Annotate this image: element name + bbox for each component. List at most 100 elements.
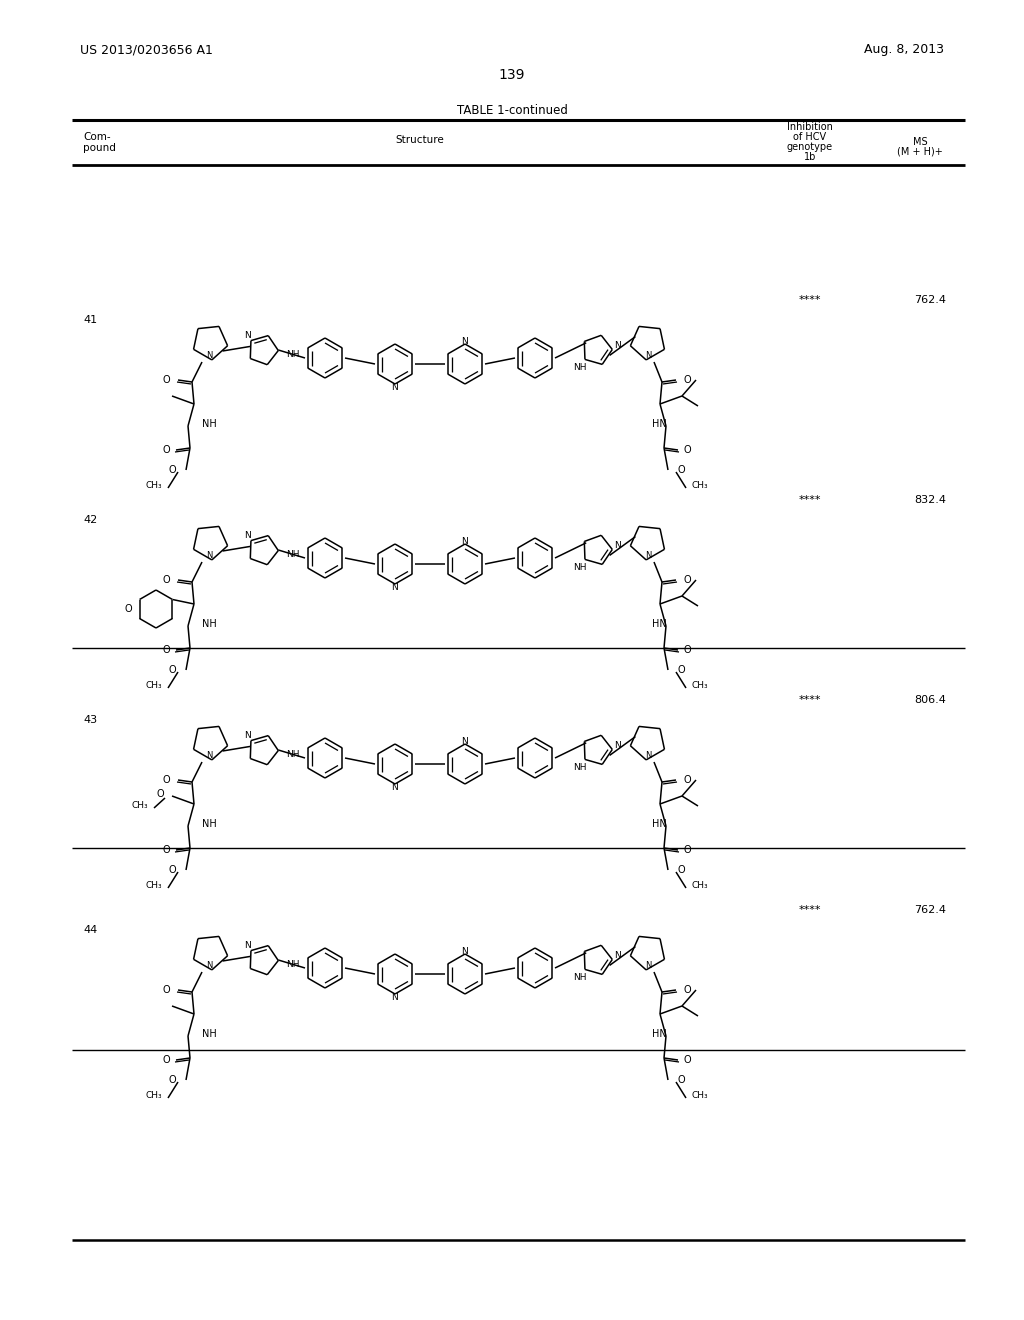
- Text: of HCV: of HCV: [794, 132, 826, 143]
- Text: N: N: [245, 730, 251, 739]
- Text: O: O: [157, 789, 164, 799]
- Text: O: O: [678, 1074, 686, 1085]
- Text: O: O: [683, 775, 690, 785]
- Text: NH: NH: [287, 350, 300, 359]
- Text: N: N: [645, 961, 651, 970]
- Text: 832.4: 832.4: [914, 495, 946, 506]
- Text: CH₃: CH₃: [131, 801, 148, 810]
- Text: CH₃: CH₃: [145, 882, 162, 891]
- Text: N: N: [206, 751, 213, 760]
- Text: 44: 44: [83, 925, 97, 935]
- Text: O: O: [163, 775, 170, 785]
- Text: O: O: [684, 845, 691, 855]
- Text: O: O: [163, 645, 170, 655]
- Text: O: O: [163, 985, 170, 995]
- Text: NH: NH: [573, 763, 587, 772]
- Text: pound: pound: [83, 143, 116, 153]
- Text: O: O: [163, 1055, 170, 1065]
- Text: O: O: [124, 605, 132, 614]
- Text: 1b: 1b: [804, 152, 816, 162]
- Text: N: N: [462, 337, 468, 346]
- Text: CH₃: CH₃: [145, 482, 162, 491]
- Text: ****: ****: [799, 495, 821, 506]
- Text: NH: NH: [202, 1030, 217, 1039]
- Text: NH: NH: [573, 973, 587, 982]
- Text: O: O: [168, 465, 176, 475]
- Text: NH: NH: [287, 960, 300, 969]
- Text: N: N: [614, 341, 621, 350]
- Text: TABLE 1-continued: TABLE 1-continued: [457, 103, 567, 116]
- Text: HN: HN: [652, 418, 667, 429]
- Text: N: N: [391, 582, 398, 591]
- Text: ****: ****: [799, 906, 821, 915]
- Text: O: O: [683, 576, 690, 585]
- Text: (M + H)+: (M + H)+: [897, 147, 943, 157]
- Text: O: O: [683, 375, 690, 385]
- Text: O: O: [683, 985, 690, 995]
- Text: 139: 139: [499, 69, 525, 82]
- Text: N: N: [245, 531, 251, 540]
- Text: N: N: [206, 351, 213, 360]
- Text: N: N: [245, 330, 251, 339]
- Text: CH₃: CH₃: [145, 681, 162, 690]
- Text: O: O: [163, 445, 170, 455]
- Text: 762.4: 762.4: [914, 294, 946, 305]
- Text: CH₃: CH₃: [692, 482, 709, 491]
- Text: O: O: [168, 1074, 176, 1085]
- Text: N: N: [462, 536, 468, 545]
- Text: 42: 42: [83, 515, 97, 525]
- Text: O: O: [678, 465, 686, 475]
- Text: Structure: Structure: [395, 135, 444, 145]
- Text: N: N: [206, 552, 213, 561]
- Text: genotype: genotype: [786, 143, 834, 152]
- Text: Com-: Com-: [83, 132, 111, 143]
- Text: CH₃: CH₃: [692, 882, 709, 891]
- Text: N: N: [391, 783, 398, 792]
- Text: Inhibition: Inhibition: [787, 121, 833, 132]
- Text: HN: HN: [652, 818, 667, 829]
- Text: NH: NH: [573, 562, 587, 572]
- Text: O: O: [163, 845, 170, 855]
- Text: O: O: [678, 865, 686, 875]
- Text: ****: ****: [799, 696, 821, 705]
- Text: NH: NH: [287, 750, 300, 759]
- Text: N: N: [391, 993, 398, 1002]
- Text: O: O: [163, 576, 170, 585]
- Text: NH: NH: [287, 550, 300, 560]
- Text: NH: NH: [573, 363, 587, 372]
- Text: O: O: [684, 1055, 691, 1065]
- Text: N: N: [391, 383, 398, 392]
- Text: O: O: [684, 445, 691, 455]
- Text: N: N: [245, 941, 251, 949]
- Text: US 2013/0203656 A1: US 2013/0203656 A1: [80, 44, 213, 57]
- Text: N: N: [462, 737, 468, 746]
- Text: O: O: [168, 865, 176, 875]
- Text: 806.4: 806.4: [914, 696, 946, 705]
- Text: HN: HN: [652, 1030, 667, 1039]
- Text: N: N: [645, 751, 651, 760]
- Text: O: O: [168, 665, 176, 675]
- Text: HN: HN: [652, 619, 667, 630]
- Text: MS: MS: [912, 137, 928, 147]
- Text: N: N: [614, 541, 621, 550]
- Text: N: N: [645, 552, 651, 561]
- Text: N: N: [614, 950, 621, 960]
- Text: CH₃: CH₃: [692, 681, 709, 690]
- Text: O: O: [163, 375, 170, 385]
- Text: N: N: [206, 961, 213, 970]
- Text: 762.4: 762.4: [914, 906, 946, 915]
- Text: O: O: [684, 645, 691, 655]
- Text: NH: NH: [202, 619, 217, 630]
- Text: CH₃: CH₃: [145, 1092, 162, 1101]
- Text: CH₃: CH₃: [692, 1092, 709, 1101]
- Text: NH: NH: [202, 418, 217, 429]
- Text: Aug. 8, 2013: Aug. 8, 2013: [864, 44, 944, 57]
- Text: 41: 41: [83, 315, 97, 325]
- Text: N: N: [645, 351, 651, 360]
- Text: N: N: [614, 741, 621, 750]
- Text: 43: 43: [83, 715, 97, 725]
- Text: O: O: [678, 665, 686, 675]
- Text: NH: NH: [202, 818, 217, 829]
- Text: N: N: [462, 946, 468, 956]
- Text: ****: ****: [799, 294, 821, 305]
